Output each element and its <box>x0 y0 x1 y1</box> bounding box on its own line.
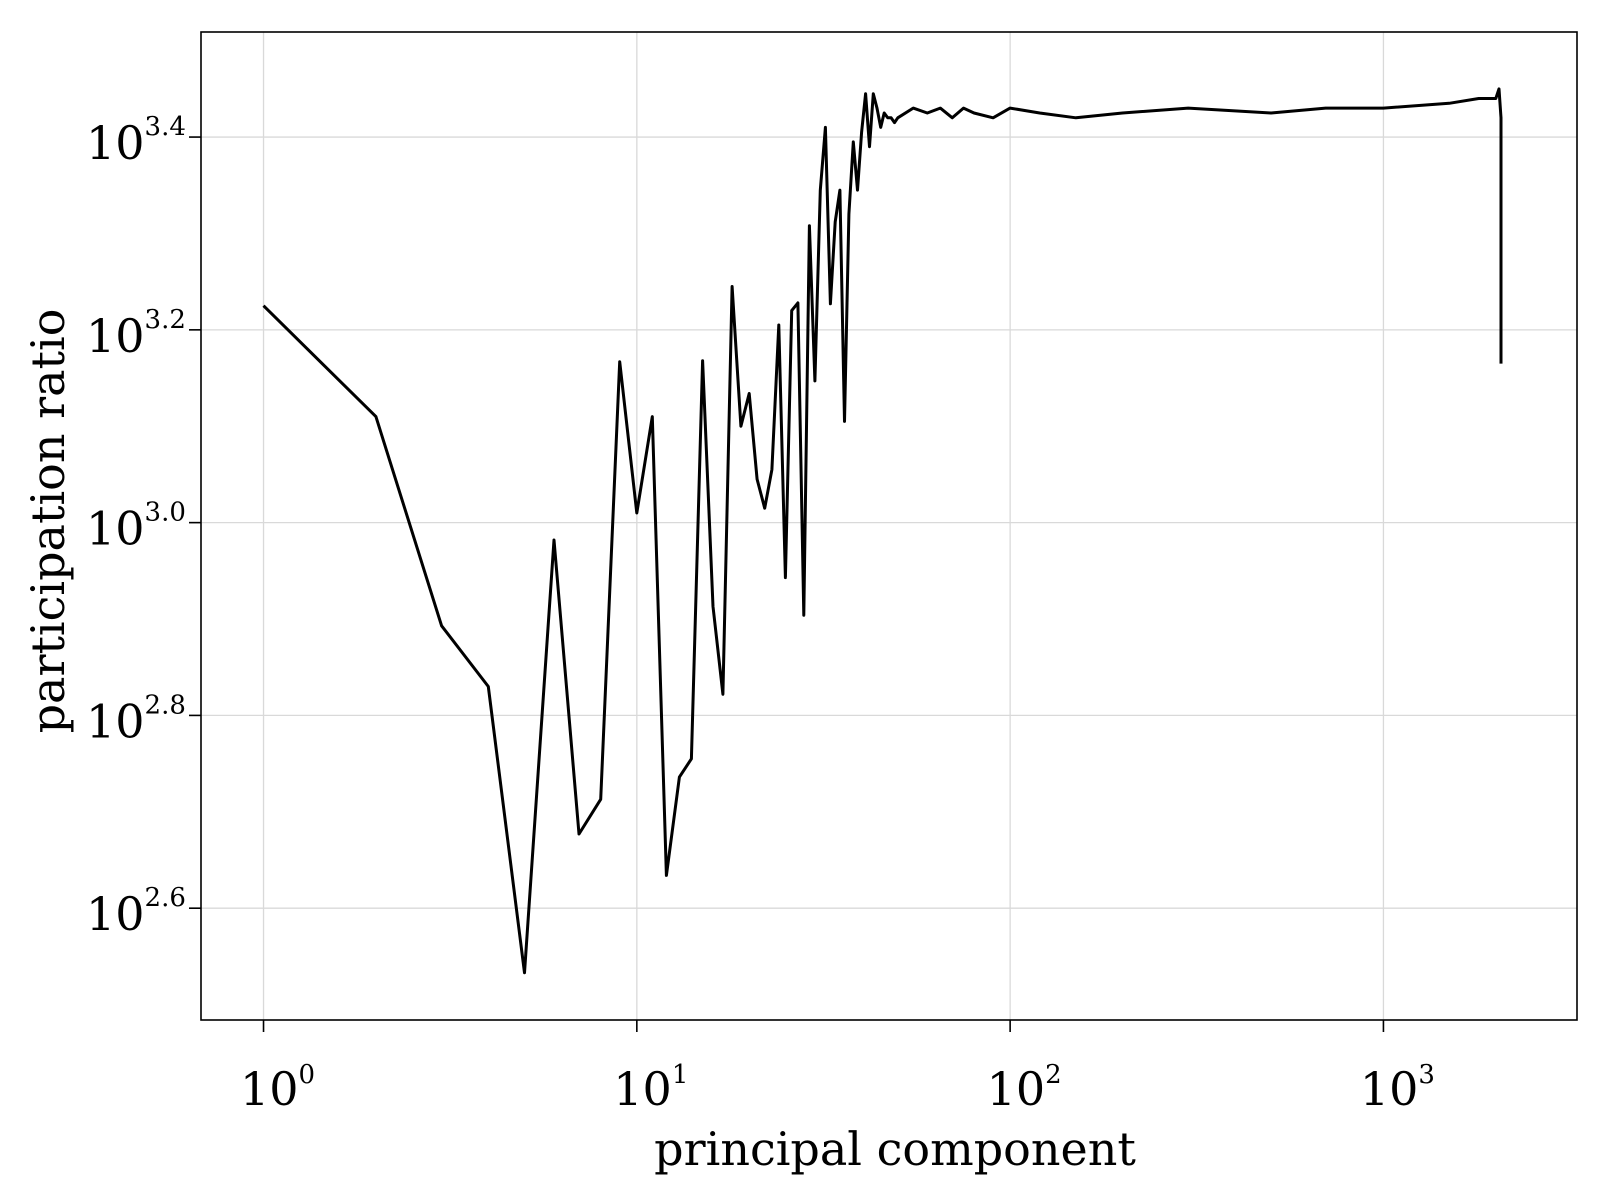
y-axis-label: participation ratio <box>21 309 75 734</box>
x-tick-label: 103 <box>1360 1060 1435 1116</box>
x-tick-label: 101 <box>613 1060 688 1116</box>
plot-frame <box>200 31 1578 1021</box>
x-tick-label: 102 <box>987 1060 1062 1116</box>
y-tick-label: 102.8 <box>86 690 186 748</box>
x-axis-label: principal component <box>654 1122 1136 1176</box>
y-tick-label: 103.2 <box>86 305 186 363</box>
y-tick-label: 102.6 <box>86 883 186 941</box>
x-tick-label: 100 <box>240 1060 315 1116</box>
series-layer <box>262 87 1503 975</box>
series-line <box>262 87 1503 975</box>
y-tick-label: 103.4 <box>86 112 186 170</box>
y-tick-label: 103.0 <box>86 498 186 556</box>
tick-layer: 100 101 102 103 102.6 102.8 103.0 103.2 103.4 <box>86 112 1435 1116</box>
grid-layer <box>201 32 1577 1020</box>
